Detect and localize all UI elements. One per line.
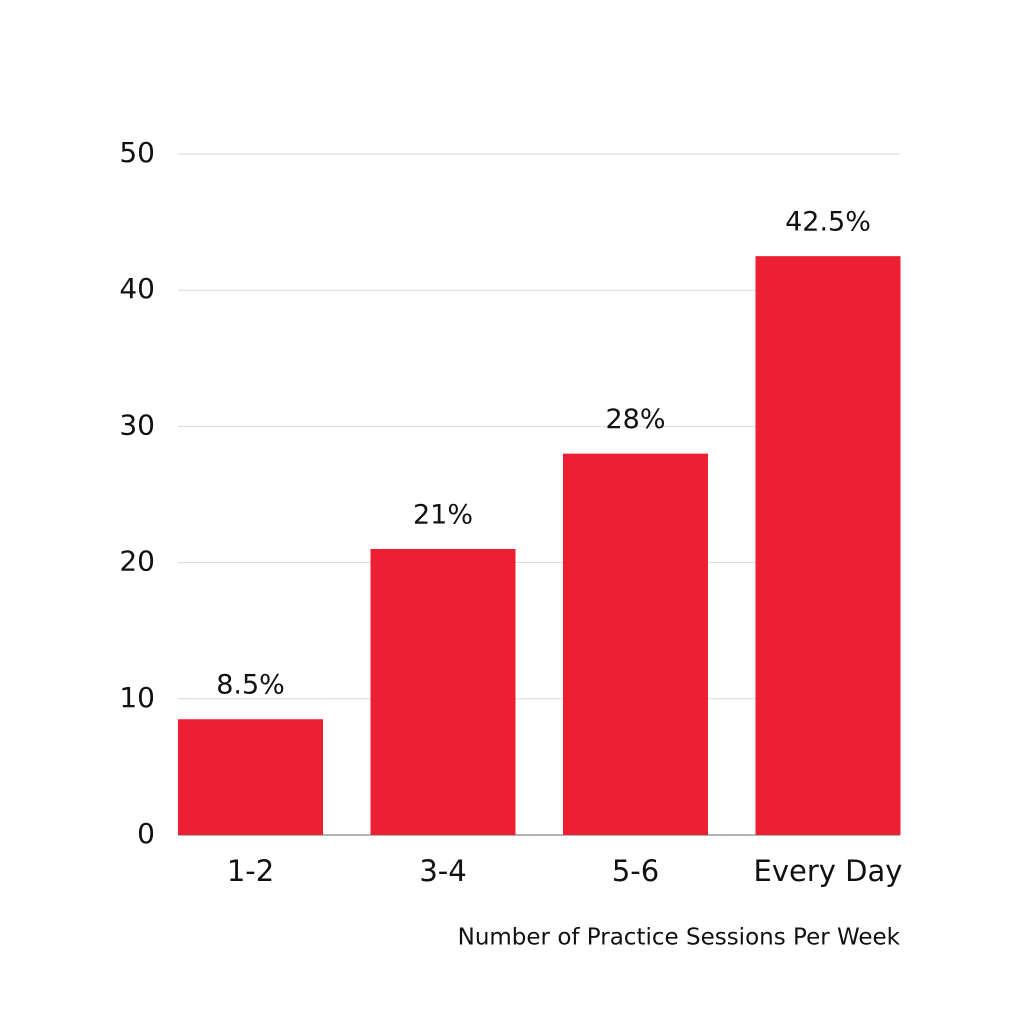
x-tick-label: 1-2	[227, 854, 274, 888]
bar	[370, 548, 516, 835]
value-label: 42.5%	[785, 207, 871, 238]
bar	[178, 719, 323, 835]
y-tick-label: 50	[119, 136, 155, 169]
y-tick-label: 10	[119, 681, 155, 714]
x-tick-label: 5-6	[612, 854, 659, 888]
y-tick-label: 30	[119, 408, 155, 441]
y-tick-label: 40	[119, 272, 155, 305]
x-tick-label: 3-4	[419, 854, 466, 888]
value-label: 21%	[413, 499, 473, 530]
y-tick-label: 20	[119, 545, 155, 578]
y-tick-label: 0	[137, 817, 155, 850]
x-tick-label: Every Day	[754, 854, 903, 888]
value-label: 8.5%	[216, 670, 285, 701]
x-axis-label: Number of Practice Sessions Per Week	[458, 925, 901, 951]
value-label: 28%	[605, 404, 665, 435]
bar	[755, 256, 901, 835]
bar	[563, 453, 708, 835]
